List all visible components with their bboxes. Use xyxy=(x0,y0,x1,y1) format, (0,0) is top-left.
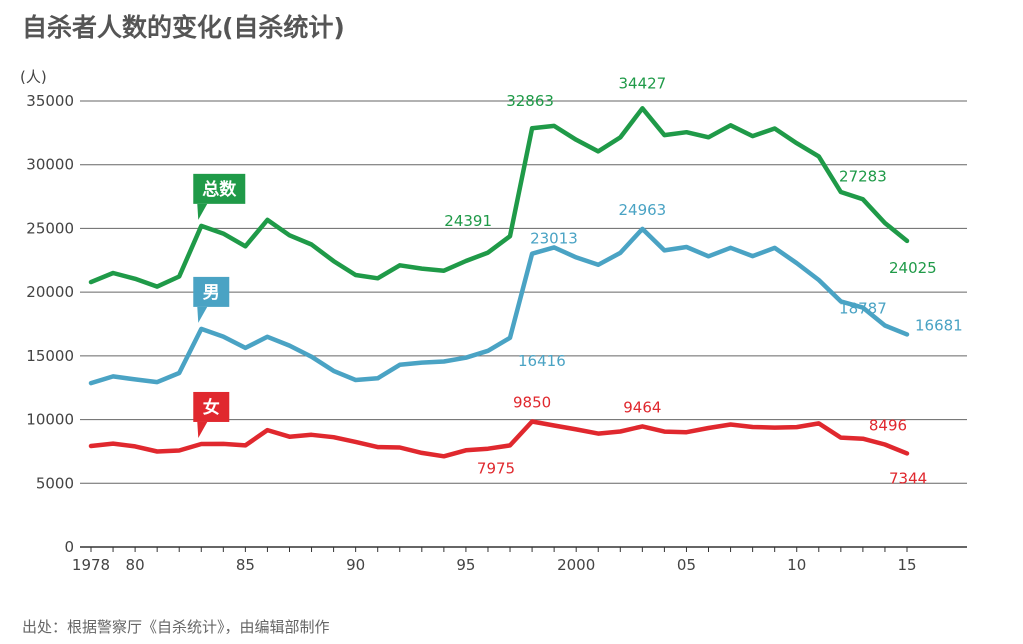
data-label-2-2013: 8496 xyxy=(869,417,907,435)
data-label-0-2015: 24025 xyxy=(889,259,937,277)
data-label-0-2003: 34427 xyxy=(618,74,666,92)
x-tick-15: 15 xyxy=(897,556,916,574)
y-tick-30000: 30000 xyxy=(26,156,74,174)
x-tick-labels: 1978 80 85 90 95 2000 05 10 15 xyxy=(72,547,917,574)
data-label-2-2003: 9464 xyxy=(623,398,661,416)
y-tick-5000: 5000 xyxy=(36,474,74,492)
data-label-1-1998: 23013 xyxy=(530,230,578,248)
source-note: 出处：根据警察厅《自杀统计》，由编辑部制作 xyxy=(22,618,330,636)
y-tick-15000: 15000 xyxy=(26,347,74,365)
y-tick-0: 0 xyxy=(64,538,74,556)
callout-pointer-0 xyxy=(197,203,208,220)
x-tick-80: 80 xyxy=(126,556,145,574)
legend-label-0: 总数 xyxy=(202,179,237,200)
series-line-0 xyxy=(88,106,910,289)
x-tick-10: 10 xyxy=(787,556,806,574)
x-tick-05: 05 xyxy=(677,556,696,574)
x-tick-2000: 2000 xyxy=(557,556,595,574)
x-tick-85: 85 xyxy=(236,556,255,574)
callout-pointer-2 xyxy=(197,421,208,438)
y-tick-20000: 20000 xyxy=(26,283,74,301)
callout-0: 总数 xyxy=(193,173,246,220)
callout-box-2 xyxy=(193,391,230,422)
data-label-1-1997: 16416 xyxy=(518,352,566,370)
data-label-0-1997: 24391 xyxy=(444,212,492,230)
data-label-2-1998: 9850 xyxy=(513,393,551,411)
series-line-1 xyxy=(88,226,910,386)
data-label-1-2015: 16681 xyxy=(915,316,963,334)
x-tick-90: 90 xyxy=(346,556,365,574)
data-label-2-2015: 7344 xyxy=(889,469,927,487)
chart-title: 自杀者人数的变化(自杀统计) xyxy=(22,13,345,42)
data-label-0-2013: 27283 xyxy=(839,167,887,185)
series-lines xyxy=(88,106,910,459)
callout-1: 男 xyxy=(193,276,230,323)
series-line-2 xyxy=(88,419,910,459)
y-axis-unit-label: (人) xyxy=(20,68,47,86)
legend-label-2: 女 xyxy=(203,397,220,418)
data-label-1-2003: 24963 xyxy=(618,201,666,219)
y-tick-35000: 35000 xyxy=(26,92,74,110)
y-tick-labels: 0 5000 10000 15000 20000 25000 30000 35000 xyxy=(26,92,74,556)
callout-2: 女 xyxy=(193,391,230,438)
x-tick-95: 95 xyxy=(456,556,475,574)
callout-pointer-1 xyxy=(197,306,208,323)
data-labels: 24391 32863 34427 27283 24025 16416 23013 24963… xyxy=(444,74,962,487)
x-tick-1978: 1978 xyxy=(72,556,110,574)
callout-box-0 xyxy=(193,173,246,204)
data-label-1-2013: 18787 xyxy=(839,300,887,318)
callout-box-1 xyxy=(193,276,230,307)
legend-label-1: 男 xyxy=(203,283,220,303)
data-label-2-1997: 7975 xyxy=(477,459,515,477)
data-label-0-1998: 32863 xyxy=(506,92,554,110)
y-tick-25000: 25000 xyxy=(26,219,74,237)
y-tick-10000: 10000 xyxy=(26,411,74,429)
